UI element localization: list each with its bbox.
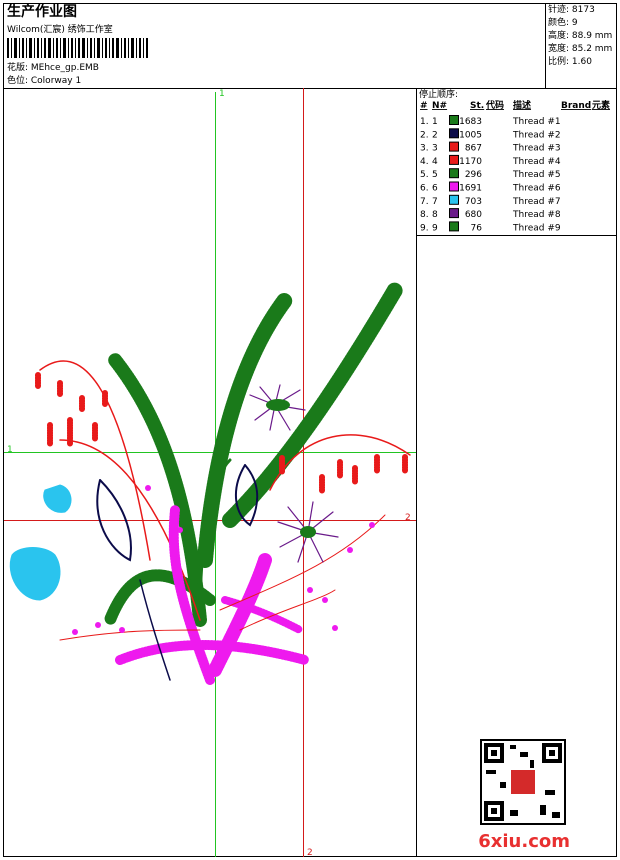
info-line: 比例: 1.60 bbox=[548, 55, 592, 67]
design-name: 花版: MEhce_gp.EMB bbox=[7, 61, 99, 73]
thread-swatch bbox=[449, 181, 459, 192]
thread-description: Thread #2 bbox=[512, 130, 561, 140]
needle-number: 9 bbox=[432, 223, 438, 233]
company: Wilcom(汇宸) 绣饰工作室 bbox=[7, 23, 113, 35]
stitch-count: 1683 bbox=[459, 117, 482, 127]
thread-description: Thread #5 bbox=[512, 170, 561, 180]
colorway: 色位: Colorway 1 bbox=[7, 74, 81, 86]
needle-number: 8 bbox=[432, 210, 438, 220]
needle-number: 5 bbox=[432, 170, 438, 180]
table-header: # N# St. 代码 描述 Brand 元素 bbox=[420, 99, 610, 111]
qr-code bbox=[480, 739, 566, 825]
stitch-count: 867 bbox=[465, 144, 482, 154]
thread-description: Thread #9 bbox=[512, 223, 561, 233]
thread-swatch bbox=[449, 141, 459, 152]
guide-label: 1 bbox=[7, 445, 13, 455]
stitch-count: 680 bbox=[465, 210, 482, 220]
embroidery-artwork bbox=[9, 282, 411, 685]
page-border bbox=[3, 3, 617, 857]
column-header: St. bbox=[470, 101, 484, 111]
stop-number: 8. bbox=[420, 210, 429, 220]
thread-swatch bbox=[449, 194, 459, 205]
column-header: 代码 bbox=[485, 99, 504, 111]
stop-number: 1. bbox=[420, 117, 429, 127]
thread-description: Thread #3 bbox=[512, 144, 561, 154]
needle-number: 6 bbox=[432, 184, 438, 194]
barcode bbox=[7, 38, 148, 58]
column-header: Brand bbox=[561, 101, 591, 111]
thread-swatch bbox=[449, 221, 459, 232]
stitch-count: 1005 bbox=[459, 130, 482, 140]
info-line: 针迹: 8173 bbox=[548, 3, 595, 15]
column-header: N# bbox=[432, 101, 447, 111]
stitch-count: 1691 bbox=[459, 184, 482, 194]
stitch-count: 76 bbox=[471, 223, 483, 233]
stitch-count: 703 bbox=[465, 197, 482, 207]
stitch-count: 1170 bbox=[459, 157, 482, 167]
needle-number: 2 bbox=[432, 130, 438, 140]
column-header: 描述 bbox=[513, 99, 531, 111]
stop-number: 6. bbox=[420, 184, 429, 194]
thread-swatch bbox=[449, 154, 459, 165]
needle-number: 3 bbox=[432, 144, 438, 154]
stop-number: 5. bbox=[420, 170, 429, 180]
thread-description: Thread #4 bbox=[512, 157, 561, 167]
info-line: 高度: 88.9 mm bbox=[548, 29, 612, 41]
needle-number: 4 bbox=[432, 157, 438, 167]
stop-number: 4. bbox=[420, 157, 429, 167]
column-header: # bbox=[420, 101, 428, 111]
info-line: 宽度: 85.2 mm bbox=[548, 42, 612, 54]
thread-swatch bbox=[449, 168, 459, 179]
stitch-count: 296 bbox=[465, 170, 482, 180]
thread-description: Thread #6 bbox=[512, 184, 561, 194]
thread-description: Thread #1 bbox=[512, 117, 561, 127]
thread-swatch bbox=[449, 115, 459, 125]
stop-number: 9. bbox=[420, 223, 429, 233]
table-body: 1. 1 1683 Thread #12. 2 1005 Thread #23. 3 867 Th… bbox=[420, 115, 561, 233]
stop-number: 3. bbox=[420, 144, 429, 154]
info-line: 颜色: 9 bbox=[548, 16, 578, 28]
guide-label: 2 bbox=[307, 848, 313, 858]
guide-label: 2 bbox=[405, 513, 411, 523]
stop-number: 7. bbox=[420, 197, 429, 207]
thread-description: Thread #7 bbox=[512, 197, 561, 207]
thread-swatch bbox=[449, 128, 459, 139]
needle-number: 7 bbox=[432, 197, 438, 207]
guide-label: 1 bbox=[219, 89, 225, 99]
thread-swatch bbox=[449, 208, 459, 219]
table-title: 停止顺序: bbox=[419, 88, 458, 100]
needle-number: 1 bbox=[432, 117, 438, 127]
watermark: 6xiu.com bbox=[478, 831, 570, 852]
title: 生产作业图 bbox=[7, 3, 77, 20]
column-header: 元素 bbox=[592, 99, 610, 111]
stop-number: 2. bbox=[420, 130, 429, 140]
thread-description: Thread #8 bbox=[512, 210, 561, 220]
